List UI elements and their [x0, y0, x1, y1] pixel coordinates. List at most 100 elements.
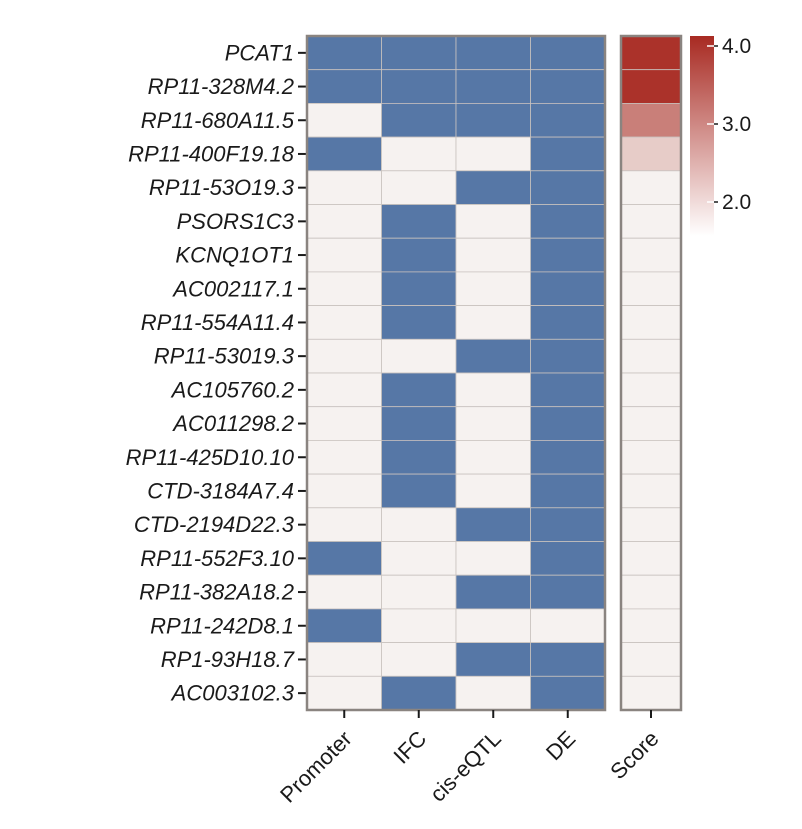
cell-promoter-2	[306, 103, 382, 138]
cell-cis-eqtl-5	[455, 204, 531, 239]
cell-promoter-10	[306, 372, 382, 408]
cell-ifc-0	[381, 35, 457, 71]
cell-cis-eqtl-11	[455, 406, 531, 441]
cell-de-11	[530, 406, 606, 441]
cell-promoter-16	[306, 574, 382, 610]
cell-cis-eqtl-14	[455, 507, 531, 542]
score-cell-10	[620, 372, 682, 408]
score-cell-9	[620, 338, 682, 374]
cell-de-4	[530, 170, 606, 205]
cell-promoter-18	[306, 642, 382, 677]
cell-ifc-2	[381, 103, 457, 138]
score-cell-14	[620, 507, 682, 542]
cell-ifc-6	[381, 237, 457, 273]
cell-promoter-6	[306, 237, 382, 273]
cell-cis-eqtl-10	[455, 372, 531, 408]
score-cell-18	[620, 642, 682, 677]
cell-cis-eqtl-9	[455, 338, 531, 374]
cell-promoter-17	[306, 608, 382, 644]
cell-de-7	[530, 271, 606, 306]
cell-ifc-3	[381, 136, 457, 172]
cell-ifc-1	[381, 69, 457, 104]
cell-cis-eqtl-3	[455, 136, 531, 172]
score-legend: 4.0 3.0 2.0	[690, 35, 751, 236]
score-cell-0	[620, 35, 682, 71]
cell-ifc-16	[381, 574, 457, 610]
cell-ifc-15	[381, 541, 457, 576]
cell-cis-eqtl-19	[455, 675, 531, 711]
cell-promoter-13	[306, 473, 382, 509]
cell-ifc-10	[381, 372, 457, 408]
cell-ifc-14	[381, 507, 457, 542]
cell-ifc-9	[381, 338, 457, 374]
legend-tick-label: 4.0	[722, 35, 751, 58]
cell-promoter-4	[306, 170, 382, 205]
row-label: RP11-53019.3	[154, 344, 295, 369]
score-cell-19	[620, 675, 682, 711]
cell-de-15	[530, 541, 606, 576]
cell-de-17	[530, 608, 606, 644]
cell-de-19	[530, 675, 606, 711]
cell-ifc-4	[381, 170, 457, 205]
legend-tick-label: 3.0	[722, 113, 751, 136]
cell-cis-eqtl-18	[455, 642, 531, 677]
cell-ifc-5	[381, 204, 457, 239]
column-label: DE	[541, 726, 580, 765]
score-cell-6	[620, 237, 682, 273]
score-cell-1	[620, 69, 682, 104]
cell-de-1	[530, 69, 606, 104]
score-column	[620, 35, 682, 711]
column-label: Promoter	[275, 726, 357, 808]
row-label: AC002117.1	[171, 276, 294, 301]
cell-promoter-14	[306, 507, 382, 542]
cell-promoter-7	[306, 271, 382, 306]
row-label: RP11-382A18.2	[139, 580, 294, 605]
cell-cis-eqtl-8	[455, 305, 531, 340]
row-label: RP11-328M4.2	[148, 74, 294, 99]
cell-ifc-8	[381, 305, 457, 340]
column-label: Score	[605, 726, 663, 784]
score-cell-13	[620, 473, 682, 509]
score-cell-2	[620, 103, 682, 138]
cell-promoter-0	[306, 35, 382, 71]
cell-de-2	[530, 103, 606, 138]
cell-de-9	[530, 338, 606, 374]
cell-promoter-9	[306, 338, 382, 374]
row-label: CTD-3184A7.4	[147, 478, 294, 503]
row-label: RP11-425D10.10	[126, 445, 295, 470]
feature-matrix	[306, 35, 606, 711]
cell-ifc-18	[381, 642, 457, 677]
cell-cis-eqtl-0	[455, 35, 531, 71]
cell-cis-eqtl-6	[455, 237, 531, 273]
cell-de-14	[530, 507, 606, 542]
row-labels: PCAT1 RP11-328M4.2 RP11-680A11.5 RP11-400F1…	[126, 40, 307, 706]
cell-de-3	[530, 136, 606, 172]
cell-ifc-11	[381, 406, 457, 441]
cell-de-8	[530, 305, 606, 340]
cell-cis-eqtl-12	[455, 439, 531, 475]
score-cell-4	[620, 170, 682, 205]
cell-de-6	[530, 237, 606, 273]
cell-promoter-5	[306, 204, 382, 239]
row-label: RP11-242D8.1	[150, 613, 294, 638]
score-cell-8	[620, 305, 682, 340]
legend-color-bar	[690, 36, 714, 236]
row-label: PSORS1C3	[177, 209, 295, 234]
column-label: cis-eQTL	[425, 726, 506, 807]
cell-ifc-17	[381, 608, 457, 644]
cell-cis-eqtl-17	[455, 608, 531, 644]
legend-tick-label: 2.0	[722, 191, 751, 214]
cell-cis-eqtl-13	[455, 473, 531, 509]
score-cell-7	[620, 271, 682, 306]
cell-cis-eqtl-15	[455, 541, 531, 576]
column-label: IFC	[389, 726, 432, 769]
cell-cis-eqtl-7	[455, 271, 531, 306]
cell-ifc-13	[381, 473, 457, 509]
cell-de-0	[530, 35, 606, 71]
cell-de-18	[530, 642, 606, 677]
score-cell-5	[620, 204, 682, 239]
row-label: RP11-552F3.10	[140, 546, 294, 571]
cell-ifc-7	[381, 271, 457, 306]
